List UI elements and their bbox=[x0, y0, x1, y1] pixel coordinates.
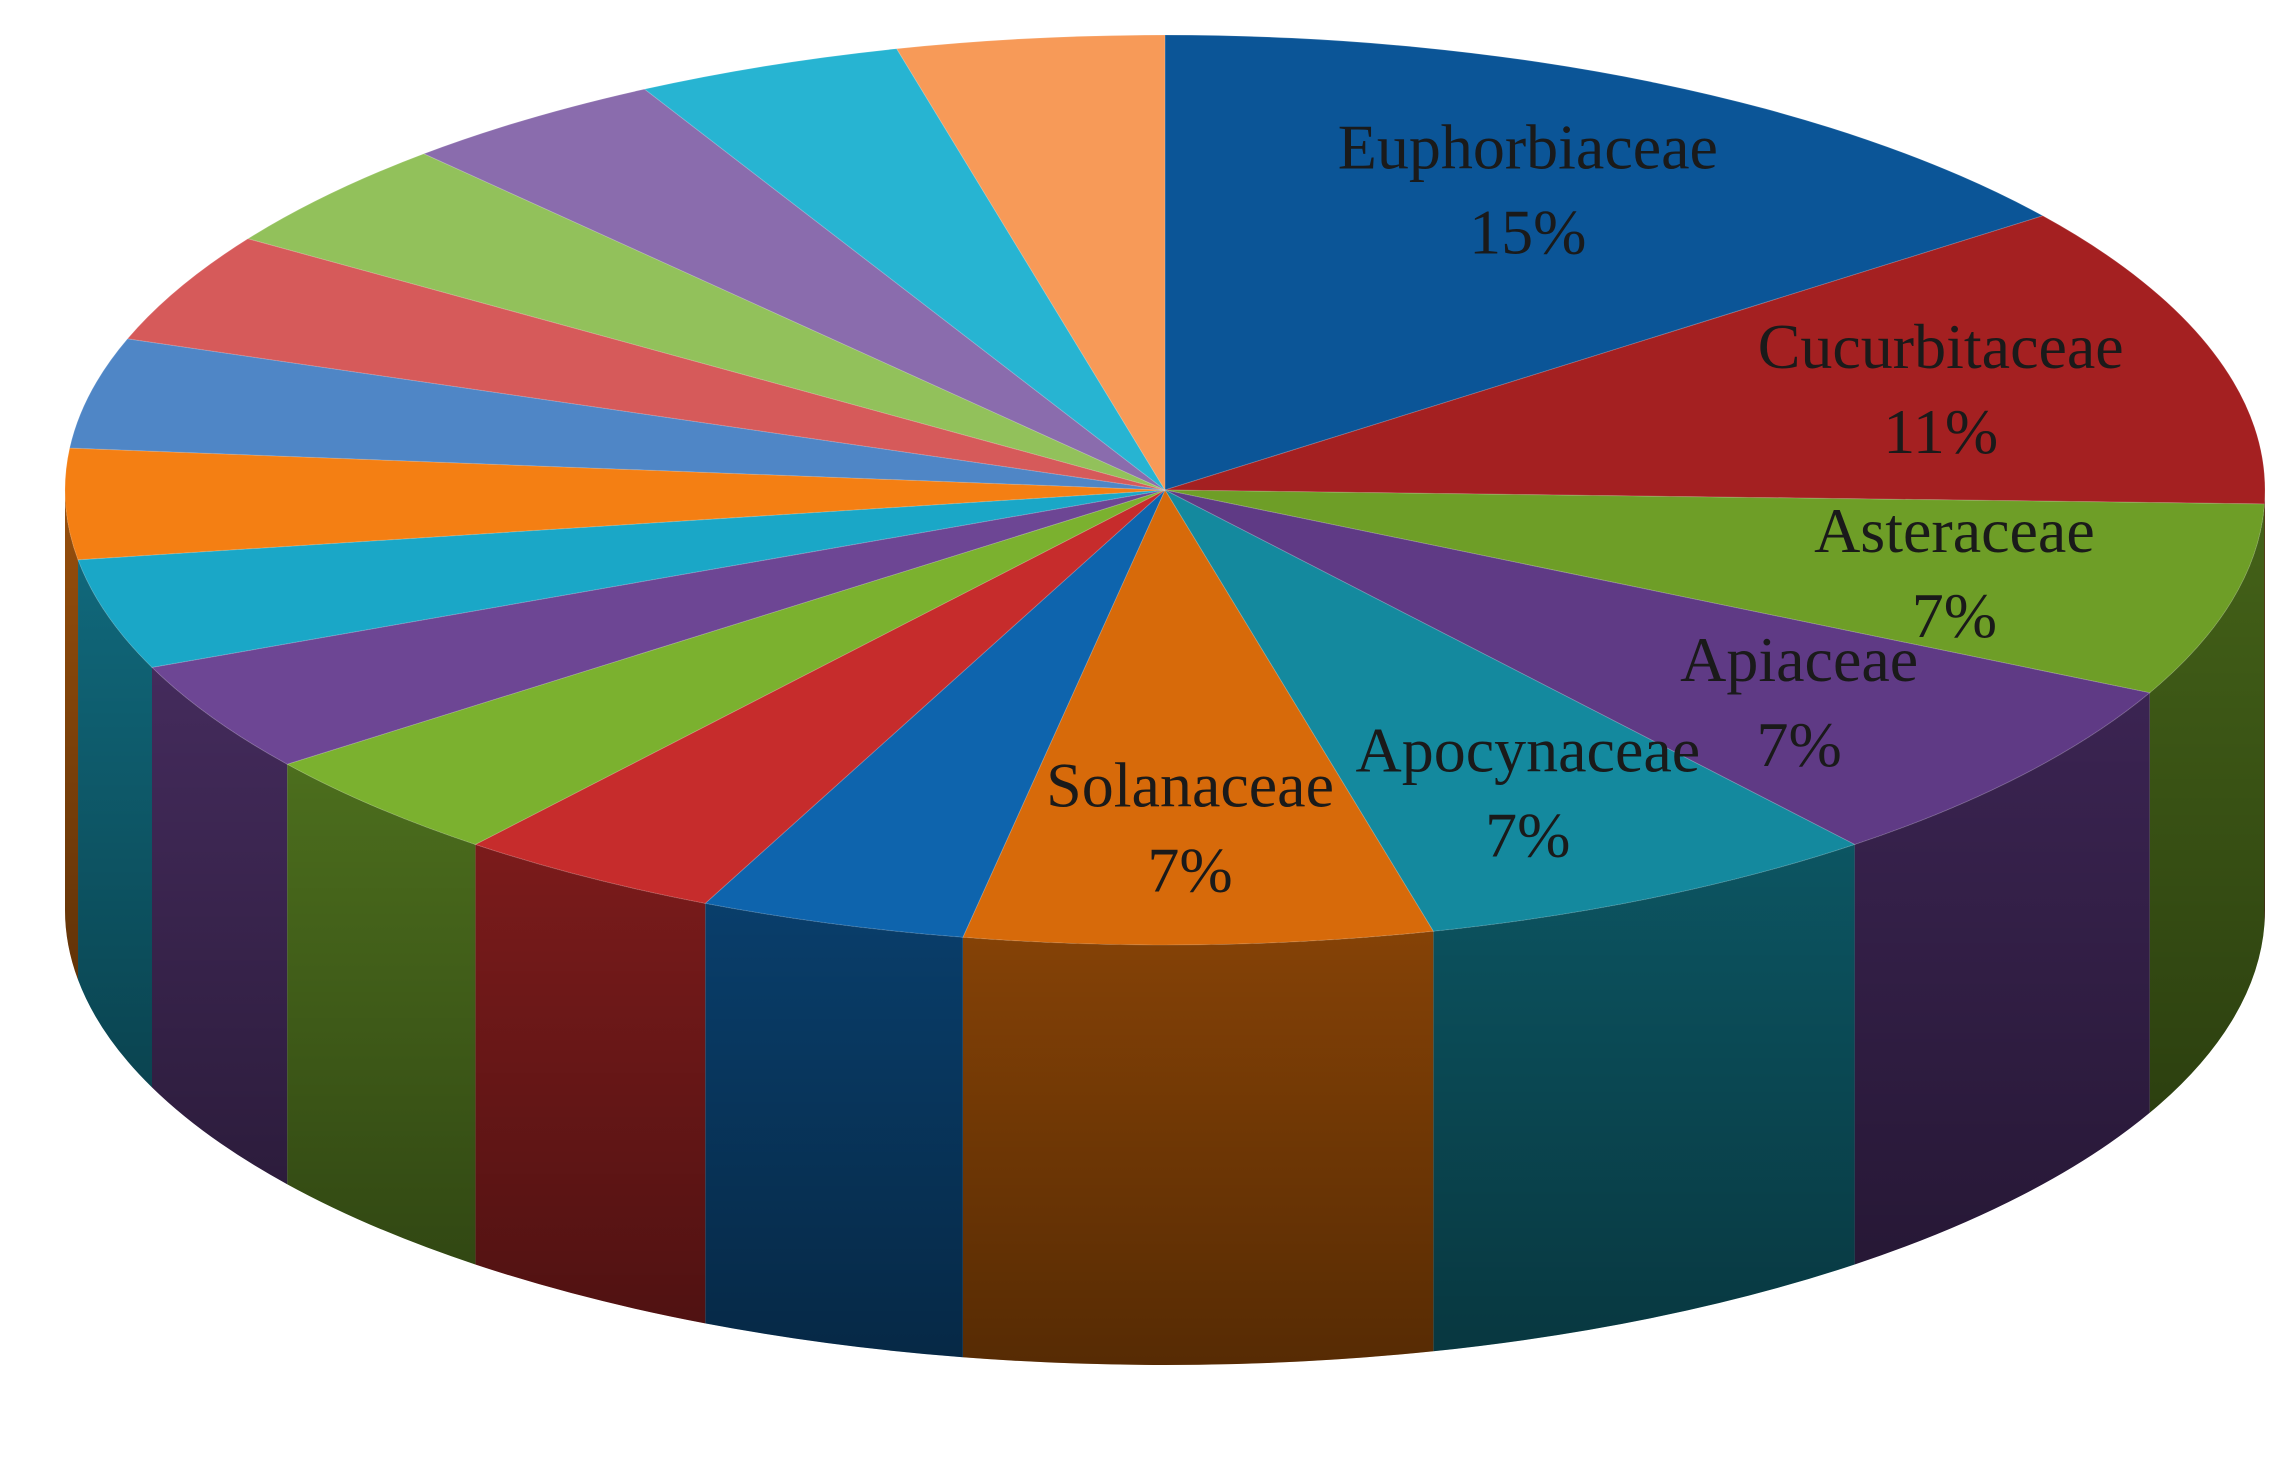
pie-side-shade-cucurbitaceae bbox=[2264, 490, 2265, 925]
pie-side-shade-other-11 bbox=[78, 559, 153, 1088]
pie-slice-other-7 bbox=[704, 489, 1166, 938]
pie-top-faces bbox=[64, 34, 2266, 946]
pie-slice-other-17 bbox=[643, 48, 1166, 491]
slice-label-cucurbitaceae: Cucurbitaceae bbox=[1758, 311, 2124, 382]
slice-percent-asteraceae: 7% bbox=[1912, 580, 1997, 651]
pie-slice-apiaceae bbox=[1164, 489, 2151, 846]
pie-slice-asteraceae bbox=[1164, 489, 2266, 694]
pie-labels: Euphorbiaceae 15% Cucurbitaceae 11% Asterace… bbox=[1046, 112, 2124, 906]
pie-slice-other-16 bbox=[422, 88, 1166, 491]
slice-percent-solanaceae: 7% bbox=[1147, 835, 1232, 906]
pie-side-shade-solanaceae bbox=[962, 931, 1434, 1365]
pie-slice-other-10 bbox=[150, 489, 1166, 765]
pie-side-shade-asteraceae bbox=[2149, 504, 2265, 1113]
slice-percent-cucurbitaceae: 11% bbox=[1883, 396, 1998, 467]
pie-side-shade-apocynaceae bbox=[1433, 844, 1855, 1352]
pie-side-shade-apiaceae bbox=[1854, 692, 2150, 1265]
pie-slice-euphorbiaceae bbox=[1164, 34, 2045, 491]
slice-percent-euphorbiaceae: 15% bbox=[1469, 197, 1586, 268]
pie-slice-cucurbitaceae bbox=[1164, 215, 2266, 505]
pie-slice-other-12 bbox=[64, 447, 1166, 561]
pie-slice-other-8 bbox=[474, 489, 1166, 904]
slice-label-asteraceae: Asteraceae bbox=[1814, 495, 2095, 566]
pie-slice-other-14 bbox=[126, 238, 1166, 491]
pie-slice-solanaceae bbox=[962, 488, 1435, 946]
slice-label-apocynaceae: Apocynaceae bbox=[1356, 714, 1701, 785]
slice-label-apiaceae: Apiaceae bbox=[1680, 624, 1918, 695]
slice-label-euphorbiaceae: Euphorbiaceae bbox=[1338, 112, 1718, 183]
pie-slice-other-11 bbox=[77, 489, 1166, 668]
pie-side-walls bbox=[65, 490, 2265, 1365]
pie-slice-other-13 bbox=[69, 338, 1166, 491]
pie-side-shade-other-7 bbox=[705, 903, 963, 1358]
pie-side-shade-other-12 bbox=[65, 490, 79, 980]
pie-slice-apocynaceae bbox=[1163, 488, 1856, 932]
slice-percent-apocynaceae: 7% bbox=[1485, 799, 1570, 870]
pie-side-shade-other-9 bbox=[287, 764, 476, 1265]
pie-side-shade-other-8 bbox=[475, 844, 706, 1324]
pie-side-shade-other-10 bbox=[152, 667, 288, 1185]
pie-slice-other-18 bbox=[895, 34, 1166, 492]
slice-label-solanaceae: Solanaceae bbox=[1046, 750, 1334, 821]
slice-percent-apiaceae: 7% bbox=[1757, 709, 1842, 780]
pie-slice-other-9 bbox=[285, 489, 1166, 846]
pie-slice-other-15 bbox=[246, 153, 1166, 491]
